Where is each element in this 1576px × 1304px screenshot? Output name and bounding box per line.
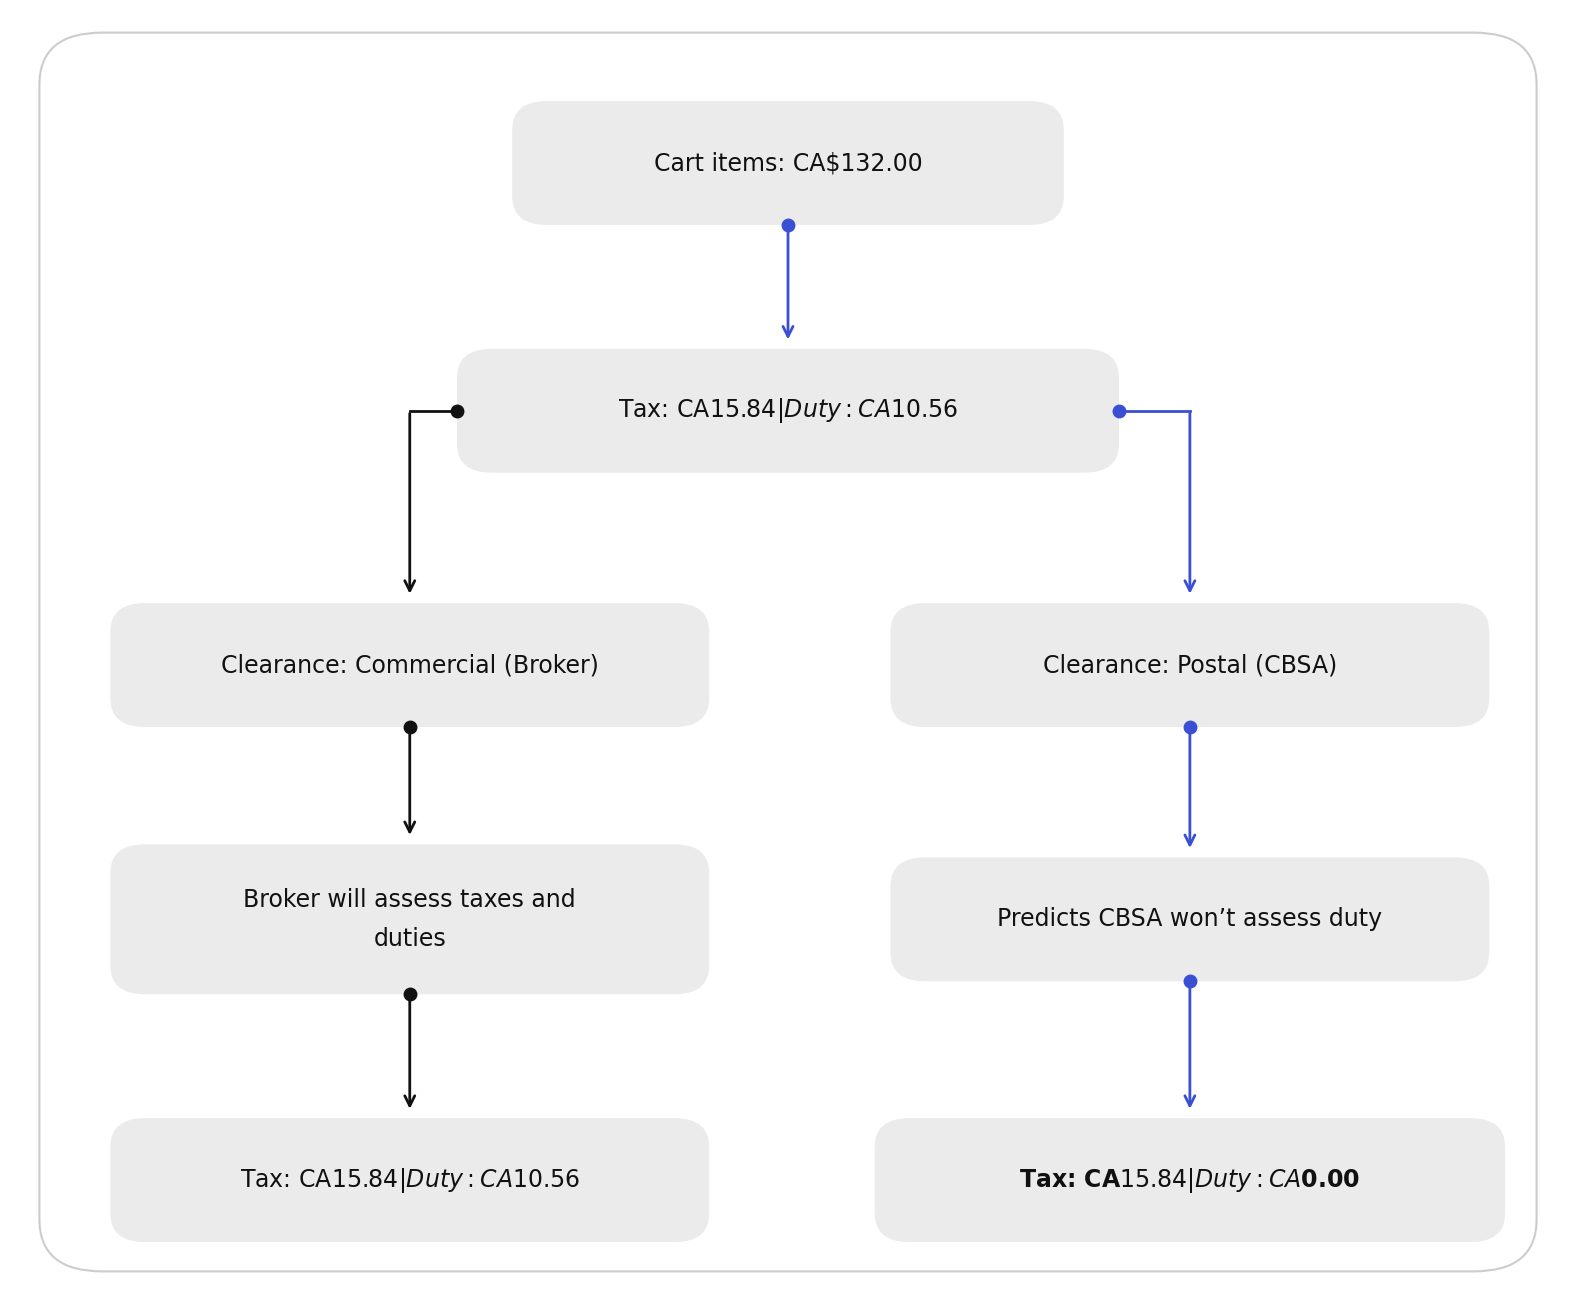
FancyBboxPatch shape [110, 845, 709, 994]
Text: Cart items: CA$132.00: Cart items: CA$132.00 [654, 151, 922, 175]
FancyBboxPatch shape [875, 1118, 1505, 1241]
FancyBboxPatch shape [890, 602, 1489, 728]
FancyBboxPatch shape [110, 1118, 709, 1241]
Text: Predicts CBSA won’t assess duty: Predicts CBSA won’t assess duty [998, 908, 1382, 931]
Text: Clearance: Commercial (Broker): Clearance: Commercial (Broker) [221, 653, 599, 677]
FancyBboxPatch shape [890, 858, 1489, 981]
Text: Clearance: Postal (CBSA): Clearance: Postal (CBSA) [1043, 653, 1336, 677]
Text: Broker will assess taxes and: Broker will assess taxes and [243, 888, 577, 911]
Text: Tax: CA$15.84 | Duty: CA$10.56: Tax: CA$15.84 | Duty: CA$10.56 [618, 396, 958, 425]
Text: Tax: CA$15.84 | Duty: CA$0.00: Tax: CA$15.84 | Duty: CA$0.00 [1020, 1166, 1360, 1194]
FancyBboxPatch shape [110, 602, 709, 728]
Text: duties: duties [374, 927, 446, 951]
FancyBboxPatch shape [512, 100, 1064, 224]
FancyBboxPatch shape [39, 33, 1537, 1271]
FancyBboxPatch shape [457, 348, 1119, 472]
Text: Tax: CA$15.84 | Duty: CA$10.56: Tax: CA$15.84 | Duty: CA$10.56 [240, 1166, 580, 1194]
